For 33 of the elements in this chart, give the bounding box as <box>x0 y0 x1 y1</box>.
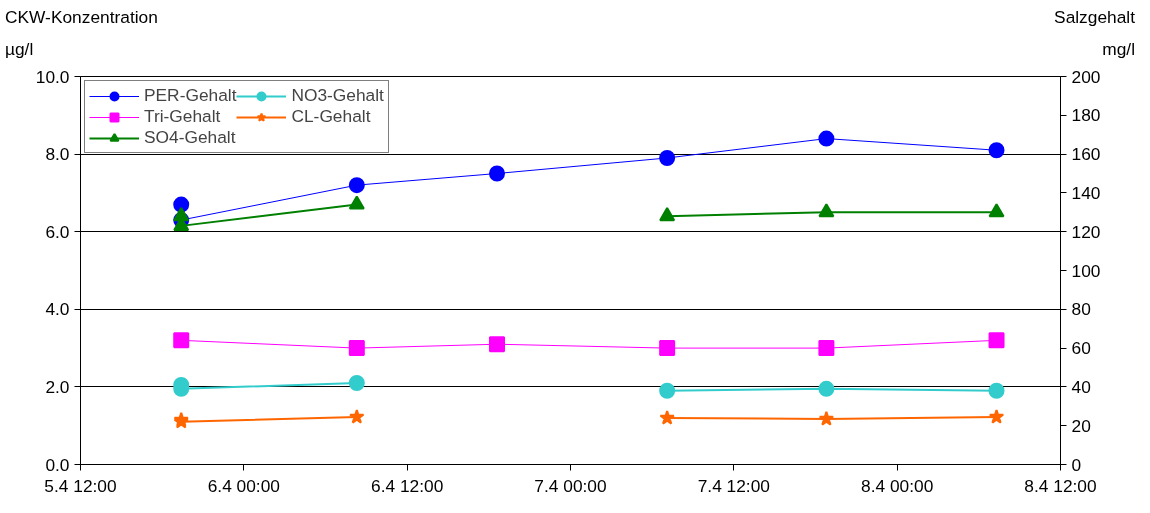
y2-tick-label: 0 <box>1071 454 1082 475</box>
legend-label: PER-Gehalt <box>144 85 237 106</box>
y2-tick-label: 80 <box>1071 299 1091 320</box>
y2-tick-label: 140 <box>1071 182 1101 203</box>
x-tick-label: 5.4 12:00 <box>44 475 117 496</box>
legend-label: Tri-Gehalt <box>144 106 221 127</box>
x-tick-label: 7.4 00:00 <box>534 475 607 496</box>
y2-tick-label: 160 <box>1071 144 1101 165</box>
y2-tick-label: 100 <box>1071 260 1101 281</box>
x-tick-label: 6.4 00:00 <box>207 475 280 496</box>
legend-label: SO4-Gehalt <box>144 127 236 148</box>
x-tick-label: 8.4 12:00 <box>1024 475 1097 496</box>
legend-label: CL-Gehalt <box>291 106 371 127</box>
y2-tick-label: 180 <box>1071 105 1101 126</box>
y2-tick-label: 20 <box>1071 415 1091 436</box>
y2-tick-label: 40 <box>1071 376 1091 397</box>
x-tick-label: 6.4 12:00 <box>371 475 444 496</box>
y2-axis-title: mg/l <box>1102 38 1135 61</box>
y-tick-label: 6.0 <box>45 221 70 242</box>
y-tick-label: 2.0 <box>45 376 70 397</box>
legend-label: NO3-Gehalt <box>291 85 384 106</box>
y-tick-label: 0.0 <box>45 454 70 475</box>
x-tick-label: 7.4 12:00 <box>697 475 770 496</box>
y2-tick-label: 200 <box>1071 66 1101 87</box>
y-axis-title: µg/l <box>5 38 34 61</box>
y2-tick-label: 60 <box>1071 338 1091 359</box>
y2-tick-label: 120 <box>1071 221 1101 242</box>
text: Salzgehalt <box>1054 6 1135 29</box>
y-tick-label: 4.0 <box>45 299 70 320</box>
chart-title: CKW-Konzentration <box>5 6 158 29</box>
x-tick-label: 8.4 00:00 <box>861 475 934 496</box>
y-tick-label: 8.0 <box>45 144 70 165</box>
y-tick-label: 10.0 <box>35 66 70 87</box>
